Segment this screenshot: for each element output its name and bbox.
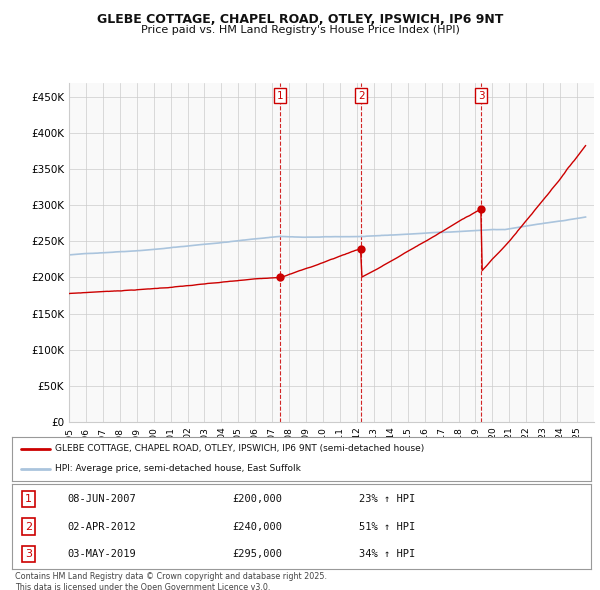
Text: HPI: Average price, semi-detached house, East Suffolk: HPI: Average price, semi-detached house,… xyxy=(55,464,301,473)
Text: GLEBE COTTAGE, CHAPEL ROAD, OTLEY, IPSWICH, IP6 9NT (semi-detached house): GLEBE COTTAGE, CHAPEL ROAD, OTLEY, IPSWI… xyxy=(55,444,425,453)
Text: 34% ↑ HPI: 34% ↑ HPI xyxy=(359,549,416,559)
Text: 02-APR-2012: 02-APR-2012 xyxy=(67,522,136,532)
Text: 23% ↑ HPI: 23% ↑ HPI xyxy=(359,494,416,504)
Text: 2: 2 xyxy=(358,91,364,100)
Text: Contains HM Land Registry data © Crown copyright and database right 2025.
This d: Contains HM Land Registry data © Crown c… xyxy=(15,572,327,590)
Text: 3: 3 xyxy=(478,91,485,100)
Text: 2: 2 xyxy=(25,522,32,532)
Text: £295,000: £295,000 xyxy=(232,549,282,559)
Text: 51% ↑ HPI: 51% ↑ HPI xyxy=(359,522,416,532)
Text: 1: 1 xyxy=(25,494,32,504)
Text: 08-JUN-2007: 08-JUN-2007 xyxy=(67,494,136,504)
Text: 1: 1 xyxy=(277,91,283,100)
Text: Price paid vs. HM Land Registry's House Price Index (HPI): Price paid vs. HM Land Registry's House … xyxy=(140,25,460,35)
Text: GLEBE COTTAGE, CHAPEL ROAD, OTLEY, IPSWICH, IP6 9NT: GLEBE COTTAGE, CHAPEL ROAD, OTLEY, IPSWI… xyxy=(97,13,503,26)
Text: £200,000: £200,000 xyxy=(232,494,282,504)
Text: £240,000: £240,000 xyxy=(232,522,282,532)
Text: 3: 3 xyxy=(25,549,32,559)
Text: 03-MAY-2019: 03-MAY-2019 xyxy=(67,549,136,559)
